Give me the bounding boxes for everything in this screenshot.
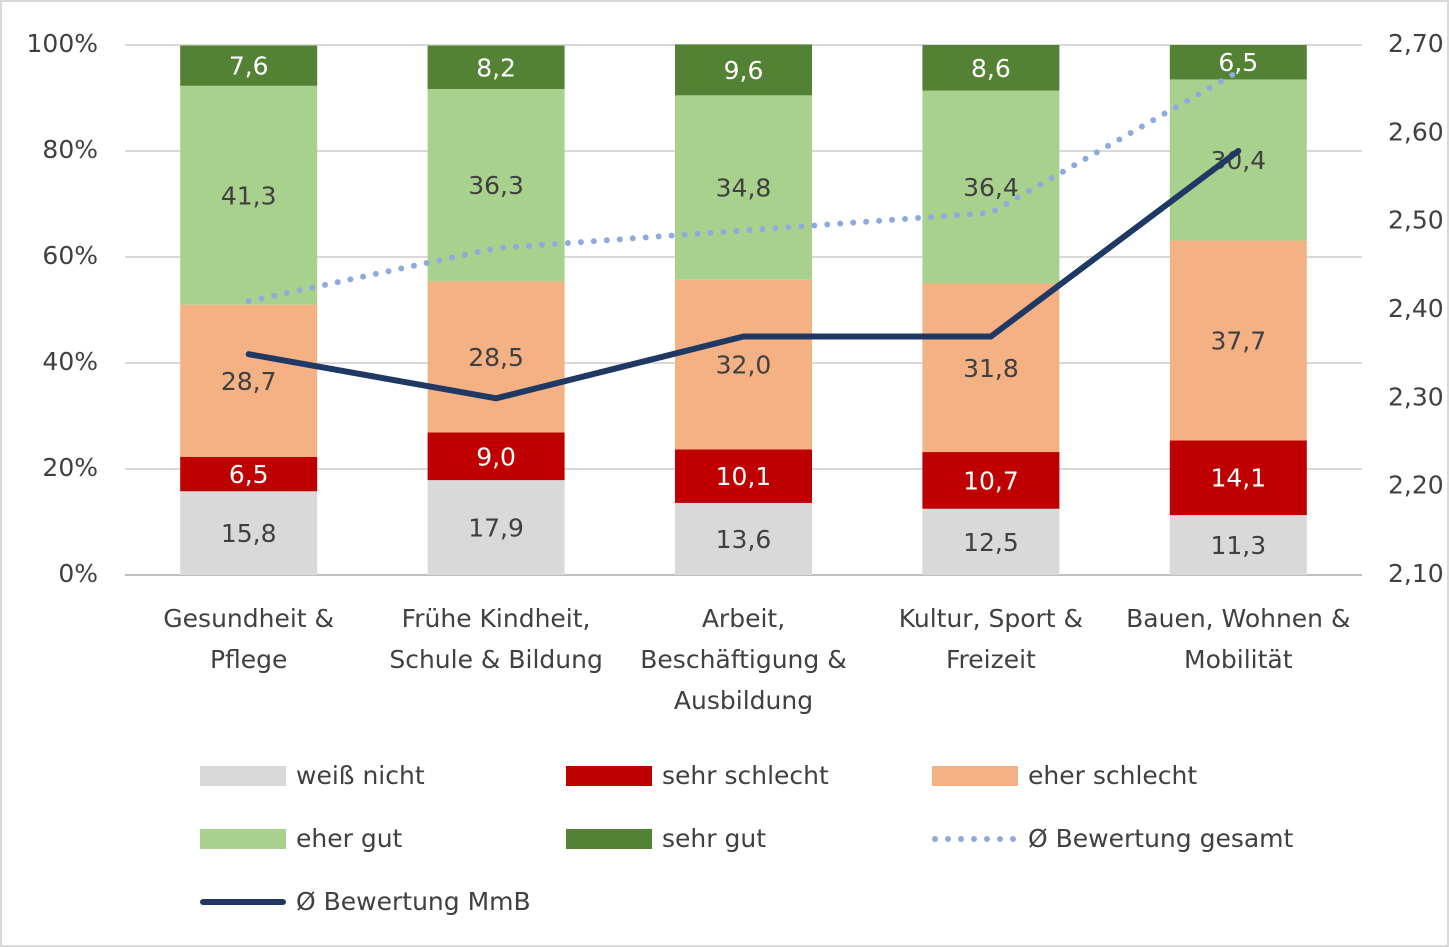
y2-tick-label: 2,10 (1388, 559, 1444, 588)
data-label: 6,5 (229, 460, 269, 489)
legend-label: Ø Bewertung gesamt (1028, 824, 1294, 853)
data-label: 8,2 (476, 53, 516, 82)
x-tick-label: Bauen, Wohnen & Mobilität (1126, 604, 1351, 674)
bar-segment (922, 283, 1060, 453)
bar-segment (427, 88, 565, 282)
y2-tick-label: 2,40 (1388, 294, 1444, 323)
data-label: 15,8 (221, 519, 277, 548)
bar-segment (1169, 240, 1307, 441)
legend-swatch (566, 766, 652, 786)
bar-segment (675, 44, 812, 96)
legend-label: sehr schlecht (662, 761, 829, 790)
data-label: 13,6 (716, 525, 772, 554)
data-label: 36,4 (963, 173, 1019, 202)
data-label: 31,8 (963, 354, 1019, 383)
legend-label: weiß nicht (296, 761, 425, 790)
y-tick-label: 80% (42, 135, 98, 164)
bar-segment (180, 491, 318, 575)
bar-segment (180, 85, 318, 305)
bar-segment (180, 304, 318, 457)
data-label: 11,3 (1210, 531, 1266, 560)
bar-segment (675, 449, 812, 503)
data-label: 37,7 (1210, 326, 1266, 355)
bar-segment (427, 432, 565, 481)
legend-swatch (566, 829, 652, 849)
bar-segment (922, 90, 1060, 284)
data-label: 10,1 (716, 462, 772, 491)
data-label: 7,6 (229, 52, 269, 81)
data-label: 36,3 (468, 171, 524, 200)
legend-label: eher schlecht (1028, 761, 1197, 790)
y-tick-label: 40% (42, 347, 98, 376)
bar-segment (922, 45, 1060, 91)
bar-segment (180, 456, 318, 492)
bar-segment (1169, 440, 1307, 516)
x-tick-label: Arbeit, Beschäftigung & Ausbildung (640, 604, 847, 715)
data-label: 10,7 (963, 466, 1019, 495)
bar-segment (675, 279, 812, 450)
y2-tick-label: 2,30 (1388, 382, 1444, 411)
legend-swatch (200, 829, 286, 849)
bar-segment (675, 95, 812, 280)
data-label: 17,9 (468, 514, 524, 543)
data-label: 6,5 (1218, 48, 1258, 77)
bar-segment (1169, 45, 1307, 80)
data-label: 14,1 (1210, 464, 1266, 493)
y2-tick-label: 2,20 (1388, 471, 1444, 500)
bar-segment (922, 452, 1060, 509)
x-tick-label: Frühe Kindheit, Schule & Bildung (389, 604, 603, 674)
y2-tick-label: 2,70 (1388, 29, 1444, 58)
bar-segment (1169, 515, 1307, 575)
bar-segment (427, 480, 565, 575)
data-label: 34,8 (716, 174, 772, 203)
bar-segment (427, 45, 565, 89)
legend-swatch (932, 766, 1018, 786)
data-label: 41,3 (221, 181, 277, 210)
data-label: 9,0 (476, 442, 516, 471)
x-tick-label: Kultur, Sport & Freizeit (898, 604, 1084, 674)
line-series (245, 148, 1242, 402)
line-series (245, 68, 1242, 305)
y-tick-label: 100% (27, 29, 98, 58)
data-label: 9,6 (724, 56, 764, 85)
x-tick-label: Gesundheit & Pflege (163, 604, 335, 674)
legend-label: sehr gut (662, 824, 766, 853)
data-label: 28,5 (468, 343, 524, 372)
y-tick-label: 20% (42, 453, 98, 482)
data-label: 12,5 (963, 528, 1019, 557)
y-tick-label: 60% (42, 241, 98, 270)
legend-label: eher gut (296, 824, 403, 853)
data-label: 8,6 (971, 54, 1011, 83)
legend-label: Ø Bewertung MmB (296, 887, 531, 916)
y-tick-label: 0% (58, 559, 98, 588)
bar-segment (1169, 79, 1307, 241)
data-label: 32,0 (716, 351, 772, 380)
bar-segment (922, 508, 1060, 575)
y2-tick-label: 2,60 (1388, 117, 1444, 146)
legend-swatch (200, 766, 286, 786)
bar-segment (675, 502, 812, 575)
bar-segment (427, 281, 565, 433)
y2-tick-label: 2,50 (1388, 206, 1444, 235)
bar-segment (180, 45, 318, 86)
data-label: 28,7 (221, 367, 277, 396)
